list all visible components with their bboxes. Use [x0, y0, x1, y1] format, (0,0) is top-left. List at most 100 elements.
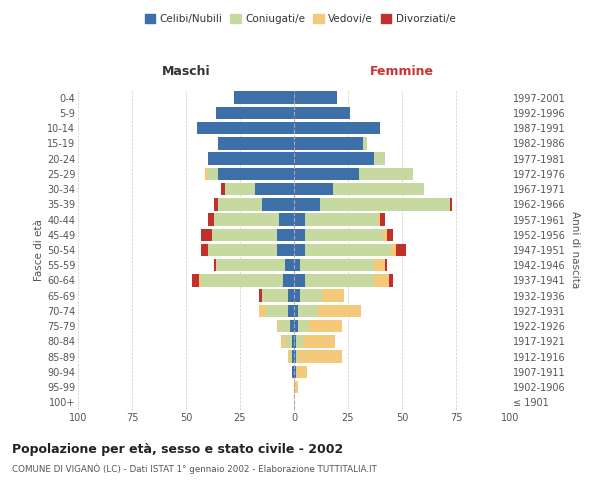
Bar — [281, 335, 286, 347]
Bar — [262, 198, 294, 210]
Bar — [201, 274, 283, 286]
Bar — [298, 350, 341, 363]
Bar — [283, 274, 294, 286]
Bar — [290, 350, 292, 363]
Bar — [389, 274, 394, 286]
Bar — [309, 320, 341, 332]
Text: Maschi: Maschi — [161, 64, 211, 78]
Bar — [218, 137, 294, 149]
Bar — [380, 214, 385, 226]
Bar — [287, 350, 290, 363]
Bar — [197, 122, 294, 134]
Text: Femmine: Femmine — [370, 64, 434, 78]
Bar — [225, 183, 255, 196]
Bar — [218, 168, 294, 180]
Bar — [208, 168, 218, 180]
Bar — [214, 259, 216, 272]
Bar — [290, 320, 294, 332]
Bar — [294, 228, 305, 241]
Bar — [395, 244, 406, 256]
Bar — [305, 214, 378, 226]
Bar — [294, 137, 363, 149]
Bar — [259, 304, 266, 317]
Bar — [201, 244, 208, 256]
Bar — [216, 106, 294, 119]
Bar — [296, 366, 307, 378]
Bar — [287, 304, 294, 317]
Bar — [294, 366, 296, 378]
Bar — [193, 274, 199, 286]
Bar — [277, 228, 294, 241]
Bar — [277, 320, 279, 332]
Bar — [214, 214, 279, 226]
Bar — [205, 168, 208, 180]
Bar — [216, 259, 286, 272]
Bar — [374, 274, 389, 286]
Bar — [305, 228, 383, 241]
Bar — [294, 244, 305, 256]
Bar — [378, 214, 380, 226]
Bar — [287, 290, 294, 302]
Bar — [294, 168, 359, 180]
Bar — [292, 350, 294, 363]
Bar — [301, 259, 374, 272]
Bar — [296, 335, 302, 347]
Bar — [333, 183, 424, 196]
Bar — [208, 214, 214, 226]
Bar — [279, 320, 290, 332]
Text: Popolazione per età, sesso e stato civile - 2002: Popolazione per età, sesso e stato civil… — [12, 442, 343, 456]
Bar — [320, 198, 449, 210]
Bar — [374, 259, 385, 272]
Bar — [292, 366, 294, 378]
Bar — [294, 335, 296, 347]
Bar — [359, 168, 413, 180]
Bar — [294, 152, 374, 165]
Bar — [255, 183, 294, 196]
Bar — [296, 350, 298, 363]
Bar — [199, 274, 201, 286]
Bar — [212, 228, 277, 241]
Bar — [294, 350, 296, 363]
Bar — [277, 244, 294, 256]
Bar — [302, 335, 335, 347]
Bar — [294, 304, 298, 317]
Bar — [391, 244, 395, 256]
Bar — [301, 290, 322, 302]
Bar — [298, 304, 318, 317]
Bar — [298, 320, 309, 332]
Y-axis label: Anni di nascita: Anni di nascita — [569, 212, 580, 288]
Bar — [218, 198, 262, 210]
Bar — [201, 228, 212, 241]
Bar — [266, 304, 287, 317]
Bar — [374, 152, 385, 165]
Bar — [294, 381, 298, 394]
Bar — [294, 259, 301, 272]
Bar — [363, 137, 367, 149]
Bar — [233, 92, 294, 104]
Bar — [214, 198, 218, 210]
Bar — [294, 183, 333, 196]
Bar — [322, 290, 344, 302]
Bar — [449, 198, 452, 210]
Bar — [294, 198, 320, 210]
Legend: Celibi/Nubili, Coniugati/e, Vedovi/e, Divorziati/e: Celibi/Nubili, Coniugati/e, Vedovi/e, Di… — [140, 10, 460, 29]
Bar — [387, 228, 394, 241]
Text: COMUNE DI VIGANÒ (LC) - Dati ISTAT 1° gennaio 2002 - Elaborazione TUTTITALIA.IT: COMUNE DI VIGANÒ (LC) - Dati ISTAT 1° ge… — [12, 464, 377, 474]
Bar — [292, 335, 294, 347]
Bar — [294, 106, 350, 119]
Bar — [385, 259, 387, 272]
Bar — [286, 259, 294, 272]
Bar — [208, 152, 294, 165]
Bar — [294, 122, 380, 134]
Bar — [262, 290, 287, 302]
Bar — [259, 290, 262, 302]
Bar — [318, 304, 361, 317]
Bar — [294, 92, 337, 104]
Bar — [294, 214, 305, 226]
Bar — [305, 244, 391, 256]
Bar — [294, 320, 298, 332]
Bar — [208, 244, 277, 256]
Bar — [305, 274, 374, 286]
Bar — [383, 228, 387, 241]
Bar — [221, 183, 225, 196]
